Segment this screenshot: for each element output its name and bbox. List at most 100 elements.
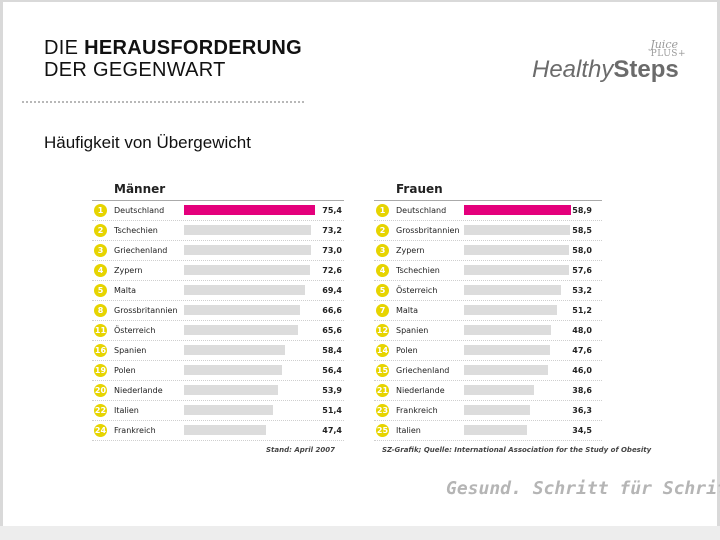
bar <box>184 365 282 375</box>
country-label: Zypern <box>396 246 425 255</box>
bar <box>464 205 571 215</box>
country-label: Deutschland <box>396 206 447 215</box>
frame-right-border <box>717 0 720 540</box>
country-label: Italien <box>114 406 139 415</box>
bar-row: 20 Niederlande 53,9 <box>92 381 344 401</box>
bar-row: 21 Niederlande 38,6 <box>374 381 602 401</box>
panel-foot-men: Stand: April 2007 <box>92 441 344 461</box>
rank-badge: 12 <box>376 324 389 337</box>
rank-badge: 14 <box>376 344 389 357</box>
value-label: 34,5 <box>572 426 592 435</box>
panel-title-men: Männer <box>92 178 344 201</box>
country-label: Niederlande <box>114 386 163 395</box>
bar-row: 3 Griechenland 73,0 <box>92 241 344 261</box>
bar-row: 11 Österreich 65,6 <box>92 321 344 341</box>
bar-row: 23 Frankreich 36,3 <box>374 401 602 421</box>
country-label: Niederlande <box>396 386 445 395</box>
rank-badge: 7 <box>376 304 389 317</box>
bar-row: 14 Polen 47,6 <box>374 341 602 361</box>
bar <box>184 385 278 395</box>
bar <box>184 265 310 275</box>
footnote-source: SZ-Grafik; Quelle: International Associa… <box>382 446 652 454</box>
country-label: Frankreich <box>114 426 156 435</box>
bar-row: 4 Zypern 72,6 <box>92 261 344 281</box>
frame-bottom-band <box>0 526 720 540</box>
bar <box>184 345 285 355</box>
bar-row: 16 Spanien 58,4 <box>92 341 344 361</box>
slide-title: DIE HERAUSFORDERUNG DER GEGENWART <box>44 37 302 81</box>
value-label: 73,2 <box>322 226 342 235</box>
bar-rows-women: 1 Deutschland 58,9 2 Grossbritannien 58,5 3 Zyp… <box>374 201 602 441</box>
bar <box>184 245 311 255</box>
value-label: 53,2 <box>572 286 592 295</box>
slide-subtitle: Häufigkeit von Übergewicht <box>44 133 251 152</box>
country-label: Tschechien <box>114 226 158 235</box>
rank-badge: 4 <box>376 264 389 277</box>
frame-left-border <box>0 0 3 540</box>
bar-rows-men: 1 Deutschland 75,4 2 Tschechien 73,2 3 Griechen… <box>92 201 344 441</box>
title-line2: DER GEGENWART <box>44 59 226 81</box>
rank-badge: 2 <box>94 224 107 237</box>
bar-row: 3 Zypern 58,0 <box>374 241 602 261</box>
footnote-stand: Stand: April 2007 <box>266 446 335 454</box>
bar <box>184 225 311 235</box>
bar <box>184 425 266 435</box>
slide-tagline: Gesund. Schritt für Schritt. <box>446 478 720 499</box>
bar-row: 8 Grossbritannien 66,6 <box>92 301 344 321</box>
country-label: Spanien <box>396 326 429 335</box>
bar <box>464 365 548 375</box>
value-label: 65,6 <box>322 326 342 335</box>
rank-badge: 16 <box>94 344 107 357</box>
logo-juice-text: Juice <box>650 38 678 51</box>
bar <box>464 345 550 355</box>
rank-badge: 11 <box>94 324 107 337</box>
rank-badge: 2 <box>376 224 389 237</box>
value-label: 66,6 <box>322 306 342 315</box>
country-label: Grossbritannien <box>396 226 460 235</box>
country-label: Frankreich <box>396 406 438 415</box>
chart-panel-men: Männer 1 Deutschland 75,4 2 Tschechien 73,2 3 G… <box>92 178 344 461</box>
logo-wordmark: HealthySteps <box>532 56 679 84</box>
value-label: 73,0 <box>322 246 342 255</box>
value-label: 46,0 <box>572 366 592 375</box>
country-label: Italien <box>396 426 421 435</box>
bar-row: 5 Österreich 53,2 <box>374 281 602 301</box>
bar-row: 5 Malta 69,4 <box>92 281 344 301</box>
panel-foot-women: SZ-Grafik; Quelle: International Associa… <box>374 441 651 461</box>
value-label: 58,4 <box>322 346 342 355</box>
bar <box>464 325 551 335</box>
bar <box>464 245 569 255</box>
country-label: Griechenland <box>114 246 168 255</box>
bar-row: 19 Polen 56,4 <box>92 361 344 381</box>
rank-badge: 3 <box>94 244 107 257</box>
bar <box>184 205 315 215</box>
value-label: 56,4 <box>322 366 342 375</box>
value-label: 57,6 <box>572 266 592 275</box>
country-label: Griechenland <box>396 366 450 375</box>
bar-row: 4 Tschechien 57,6 <box>374 261 602 281</box>
dotted-divider <box>22 101 304 103</box>
bar <box>184 305 300 315</box>
healthy-steps-logo: Juice PLUS+ HealthySteps <box>532 38 692 88</box>
value-label: 51,2 <box>572 306 592 315</box>
bar-row: 7 Malta 51,2 <box>374 301 602 321</box>
rank-badge: 5 <box>376 284 389 297</box>
country-label: Grossbritannien <box>114 306 178 315</box>
value-label: 58,0 <box>572 246 592 255</box>
value-label: 38,6 <box>572 386 592 395</box>
value-label: 53,9 <box>322 386 342 395</box>
bar-row: 1 Deutschland 75,4 <box>92 201 344 221</box>
bar-row: 15 Griechenland 46,0 <box>374 361 602 381</box>
logo-steps-text: Steps <box>613 56 679 83</box>
rank-badge: 20 <box>94 384 107 397</box>
rank-badge: 3 <box>376 244 389 257</box>
value-label: 36,3 <box>572 406 592 415</box>
bar-row: 25 Italien 34,5 <box>374 421 602 441</box>
bar-row: 2 Tschechien 73,2 <box>92 221 344 241</box>
bar-row: 12 Spanien 48,0 <box>374 321 602 341</box>
country-label: Tschechien <box>396 266 440 275</box>
country-label: Zypern <box>114 266 143 275</box>
title-line1-bold: HERAUSFORDERUNG <box>84 37 302 59</box>
country-label: Malta <box>114 286 137 295</box>
rank-badge: 1 <box>376 204 389 217</box>
